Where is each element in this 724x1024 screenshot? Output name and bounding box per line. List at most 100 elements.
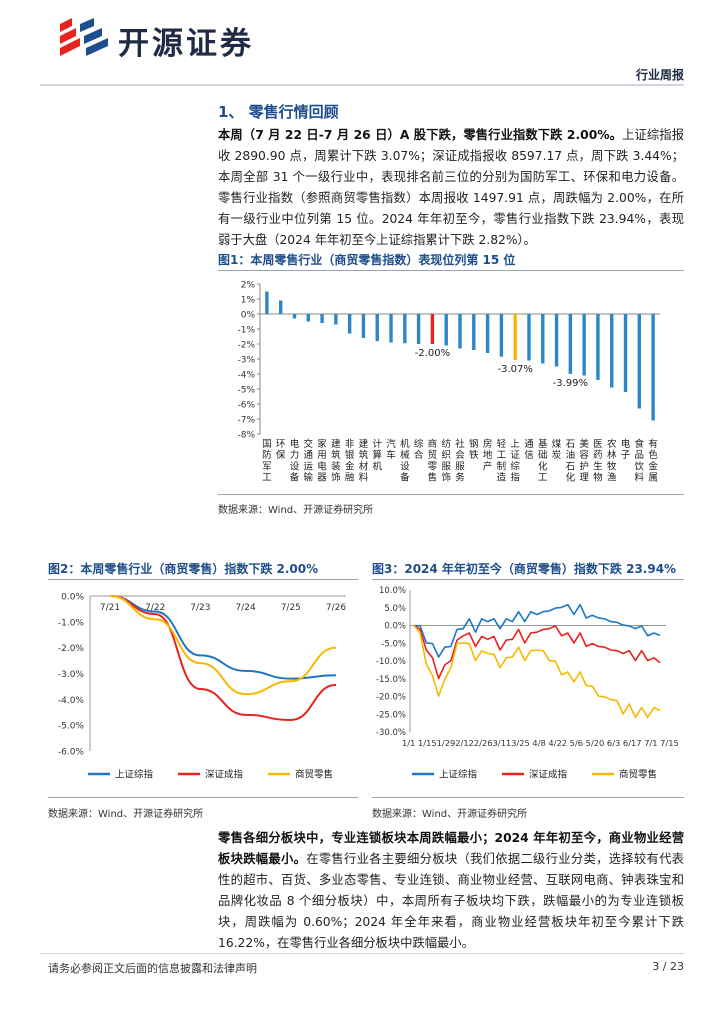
- category-label-char: 电: [621, 438, 631, 450]
- category-label-char: 织: [441, 449, 451, 461]
- category-label-char: 设: [290, 461, 300, 472]
- category-label-char: 筑: [359, 449, 369, 461]
- category-label-char: 纺: [441, 438, 451, 450]
- category-label-char: 地: [483, 449, 493, 461]
- figure1-source: 数据来源：Wind、开源证券研究所: [218, 505, 374, 516]
- series-line-商贸零售: [413, 624, 661, 719]
- category-label-char: 保: [276, 449, 286, 461]
- bar-美容护理: [582, 314, 586, 376]
- bar-基础化工: [541, 314, 545, 364]
- bar-环保: [278, 300, 283, 314]
- y-tick-label: -25.0%: [376, 710, 406, 720]
- category-label-char: 信: [524, 449, 534, 461]
- category-label-char: 制: [497, 460, 507, 472]
- y-tick-label: -20.0%: [376, 693, 406, 703]
- category-label-char: 轻: [497, 438, 507, 450]
- category-label-char: 输: [304, 472, 314, 484]
- page-number: 3 / 23: [652, 960, 684, 973]
- y-tick-label: -5.0%: [381, 639, 406, 649]
- y-tick-label: 10.0%: [379, 586, 406, 596]
- category-label-char: 石: [566, 461, 576, 472]
- category-label-char: 汽: [386, 438, 396, 450]
- category-label-char: 机: [400, 438, 410, 450]
- category-label-char: 药: [593, 450, 603, 461]
- y-tick-label: -2%: [237, 341, 255, 351]
- bar-建筑装饰: [334, 314, 338, 325]
- data-label: -3.07%: [497, 364, 532, 375]
- category-label-char: 工: [497, 450, 507, 461]
- category-label-char: 会: [455, 449, 465, 461]
- category-label-char: 贸: [428, 449, 438, 461]
- y-tick-label: -7%: [237, 416, 255, 426]
- y-tick-label: -3.0%: [58, 670, 85, 680]
- category-label-char: 石: [566, 439, 576, 450]
- y-tick-label: -5%: [237, 386, 255, 396]
- category-label-char: 农: [607, 438, 617, 450]
- category-label-char: 护: [579, 460, 589, 472]
- category-label-char: 色: [648, 449, 658, 461]
- bar-计算机: [375, 314, 379, 341]
- legend-label: 商贸零售: [619, 769, 657, 781]
- figure2-bottom-rule: [48, 797, 358, 798]
- category-label-char: 电: [317, 460, 327, 472]
- bar-通信: [527, 314, 531, 361]
- category-label-char: 化: [538, 460, 548, 472]
- category-label-char: 饮: [635, 460, 645, 472]
- legend-label: 商贸零售: [295, 769, 333, 781]
- bar-国防军工: [265, 291, 269, 314]
- category-label-char: 交: [304, 438, 314, 450]
- header-divider: [40, 84, 684, 86]
- category-label-char: 备: [400, 472, 410, 484]
- summary-paragraph: 本周（7 月 22 日-7 月 26 日）A 股下跌，零售行业指数下跌 2.00…: [218, 125, 684, 251]
- category-label-char: 通: [524, 439, 534, 450]
- y-tick-label: -5.0%: [58, 722, 85, 732]
- y-tick-label: -1.0%: [58, 618, 85, 628]
- bar-农林牧渔: [610, 314, 614, 388]
- category-label-char: 医: [593, 439, 603, 450]
- bar-家用电器: [320, 314, 324, 323]
- category-label-char: 力: [290, 449, 300, 461]
- category-label-char: 金: [648, 460, 658, 472]
- data-label: -3.99%: [553, 378, 588, 389]
- x-tick-label: 7/25: [281, 603, 301, 613]
- y-tick-label: -15.0%: [376, 675, 406, 685]
- category-label-char: 零: [428, 461, 438, 472]
- category-label-char: 械: [400, 449, 410, 461]
- category-label-char: 基: [538, 438, 548, 450]
- bar-综合: [416, 314, 421, 344]
- figure1-top-rule: [218, 270, 684, 271]
- category-label-char: 服: [441, 461, 451, 472]
- figure2-line-chart: 0.0% -1.0% -2.0% -3.0% -4.0% -5.0% -6.0% 7/21 7/…: [58, 593, 347, 781]
- series-line-上证综指: [413, 603, 661, 658]
- figure2-source: 数据来源：Wind、开源证券研究所: [48, 809, 204, 820]
- y-tick-label: -1%: [237, 326, 255, 336]
- y-tick-label: -6.0%: [58, 748, 85, 758]
- data-label: -2.00%: [415, 348, 450, 359]
- category-label-char: 服: [455, 461, 465, 472]
- x-tick-label: 7/26: [326, 603, 346, 613]
- bar-轻工制造: [499, 314, 504, 357]
- y-tick-label: 0.0%: [61, 593, 84, 603]
- y-tick-label: 2%: [241, 281, 256, 291]
- category-label-char: 装: [331, 460, 341, 472]
- category-label-char: 金: [345, 460, 355, 472]
- category-label-char: 产: [483, 460, 493, 472]
- category-label-char: 有: [648, 438, 658, 450]
- category-label-char: 运: [304, 461, 314, 472]
- category-label-char: 品: [635, 450, 645, 461]
- bar-医药生物: [596, 314, 600, 380]
- category-label-char: 饰: [331, 472, 341, 484]
- bar-交通运输: [306, 314, 310, 322]
- x-tick-labels: 1/1 1/151/292/122/263/113/25 4/8 4/22 5/…: [402, 738, 679, 748]
- category-label-char: 综: [414, 438, 424, 450]
- category-label-char: 化: [566, 472, 576, 484]
- category-label-char: 防: [262, 449, 272, 461]
- category-label-char: 综: [510, 460, 520, 472]
- bar-煤炭: [554, 314, 559, 367]
- category-label-char: 饰: [441, 472, 451, 484]
- y-tick-label: 0%: [241, 311, 256, 321]
- category-label-char: 环: [276, 439, 286, 450]
- category-label-char: 筑: [331, 449, 341, 461]
- figure2-title: 图2：本周零售行业（商贸零售）指数下跌 2.00%: [48, 562, 319, 576]
- category-label-char: 售: [428, 472, 438, 484]
